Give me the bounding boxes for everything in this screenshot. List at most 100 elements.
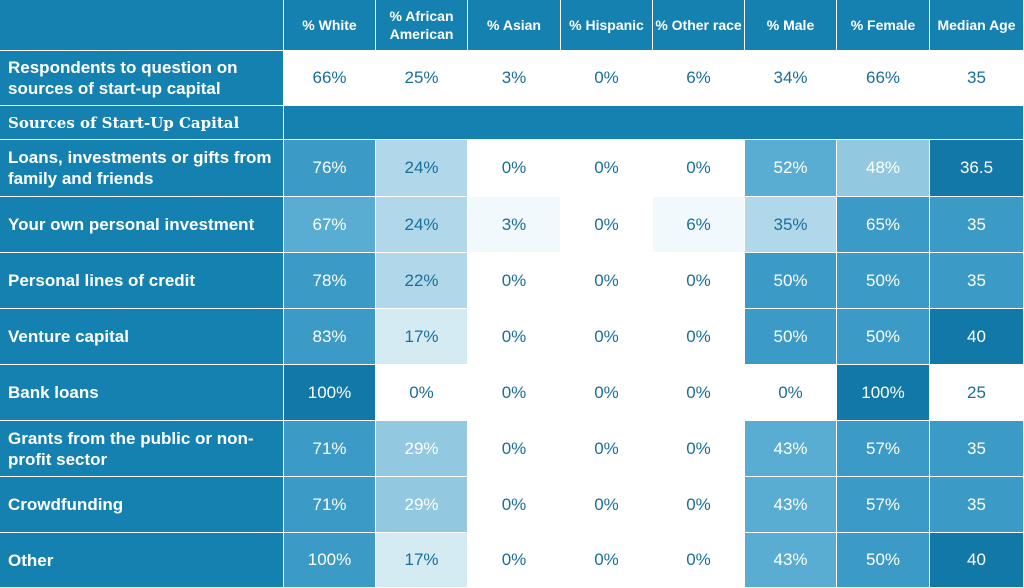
data-cell: 52%	[745, 140, 837, 197]
table-row: Other 100% 17% 0% 0% 0% 43% 50% 40	[0, 533, 1024, 588]
data-cell: 35	[930, 421, 1024, 477]
data-cell: 29%	[376, 421, 468, 477]
data-cell: 50%	[837, 533, 930, 588]
data-cell: 24%	[376, 140, 468, 197]
respondents-value: 3%	[468, 51, 561, 106]
data-cell: 50%	[837, 309, 930, 365]
data-cell: 0%	[561, 365, 653, 421]
data-cell: 71%	[284, 477, 376, 533]
data-cell: 0%	[468, 421, 561, 477]
column-header: Median Age	[930, 0, 1024, 51]
table-row: Crowdfunding 71% 29% 0% 0% 0% 43% 57% 35	[0, 477, 1024, 533]
data-cell: 0%	[653, 533, 745, 588]
column-header: % Asian	[468, 0, 561, 51]
row-label: Venture capital	[0, 309, 284, 365]
header-row: % White% African American% Asian% Hispan…	[0, 0, 1024, 51]
data-cell: 0%	[561, 253, 653, 309]
respondents-value: 66%	[284, 51, 376, 106]
data-cell: 3%	[468, 197, 561, 253]
table-row: Loans, investments or gifts from family …	[0, 140, 1024, 197]
data-cell: 50%	[837, 253, 930, 309]
data-cell: 43%	[745, 477, 837, 533]
data-cell: 24%	[376, 197, 468, 253]
respondents-row: Respondents to question on sources of st…	[0, 51, 1024, 106]
data-cell: 0%	[653, 421, 745, 477]
data-cell: 43%	[745, 421, 837, 477]
data-cell: 0%	[561, 309, 653, 365]
data-cell: 57%	[837, 421, 930, 477]
data-cell: 100%	[284, 365, 376, 421]
data-cell: 71%	[284, 421, 376, 477]
data-cell: 0%	[561, 140, 653, 197]
table-row: Personal lines of credit 78% 22% 0% 0% 0% 50% 5…	[0, 253, 1024, 309]
data-cell: 40	[930, 533, 1024, 588]
column-header: % Male	[745, 0, 837, 51]
data-cell: 0%	[561, 477, 653, 533]
data-cell: 48%	[837, 140, 930, 197]
data-cell: 35	[930, 477, 1024, 533]
respondents-value: 34%	[745, 51, 837, 106]
data-cell: 22%	[376, 253, 468, 309]
data-cell: 0%	[376, 365, 468, 421]
table-row: Your own personal investment 67% 24% 3% 0% 6%…	[0, 197, 1024, 253]
data-cell: 29%	[376, 477, 468, 533]
data-cell: 25	[930, 365, 1024, 421]
data-cell: 36.5	[930, 140, 1024, 197]
row-label: Loans, investments or gifts from family …	[0, 140, 284, 197]
column-header: % Hispanic	[561, 0, 653, 51]
data-cell: 43%	[745, 533, 837, 588]
respondents-label: Respondents to question on sources of st…	[0, 51, 284, 106]
table-row: Bank loans 100% 0% 0% 0% 0% 0% 100% 25	[0, 365, 1024, 421]
data-cell: 65%	[837, 197, 930, 253]
data-cell: 0%	[468, 253, 561, 309]
data-cell: 35	[930, 253, 1024, 309]
column-header: % White	[284, 0, 376, 51]
table-row: Venture capital 83% 17% 0% 0% 0% 50% 50% 40	[0, 309, 1024, 365]
data-cell: 50%	[745, 253, 837, 309]
data-cell: 40	[930, 309, 1024, 365]
data-cell: 17%	[376, 309, 468, 365]
respondents-value: 35	[930, 51, 1024, 106]
data-cell: 76%	[284, 140, 376, 197]
row-label: Other	[0, 533, 284, 588]
data-cell: 0%	[653, 477, 745, 533]
data-cell: 0%	[653, 253, 745, 309]
data-cell: 35	[930, 197, 1024, 253]
data-cell: 0%	[468, 365, 561, 421]
data-cell: 0%	[653, 365, 745, 421]
data-cell: 0%	[561, 197, 653, 253]
column-header: % Other race	[653, 0, 745, 51]
section-row: Sources of Start-Up Capital	[0, 106, 1024, 140]
data-cell: 78%	[284, 253, 376, 309]
respondents-value: 66%	[837, 51, 930, 106]
data-cell: 0%	[745, 365, 837, 421]
data-cell: 0%	[561, 421, 653, 477]
data-cell: 6%	[653, 197, 745, 253]
row-label: Personal lines of credit	[0, 253, 284, 309]
column-header: % Female	[837, 0, 930, 51]
data-cell: 35%	[745, 197, 837, 253]
data-cell: 57%	[837, 477, 930, 533]
row-label: Grants from the public or non-profit sec…	[0, 421, 284, 477]
respondents-value: 0%	[561, 51, 653, 106]
respondents-value: 6%	[653, 51, 745, 106]
data-cell: 83%	[284, 309, 376, 365]
data-cell: 17%	[376, 533, 468, 588]
data-cell: 0%	[468, 533, 561, 588]
row-label: Bank loans	[0, 365, 284, 421]
section-title: Sources of Start-Up Capital	[0, 106, 284, 140]
data-cell: 0%	[468, 309, 561, 365]
row-label: Crowdfunding	[0, 477, 284, 533]
header-corner-cell	[0, 0, 284, 51]
data-cell: 0%	[561, 533, 653, 588]
column-header: % African American	[376, 0, 468, 51]
data-cell: 100%	[284, 533, 376, 588]
data-cell: 50%	[745, 309, 837, 365]
data-cell: 0%	[653, 140, 745, 197]
data-cell: 100%	[837, 365, 930, 421]
respondents-value: 25%	[376, 51, 468, 106]
data-cell: 0%	[468, 140, 561, 197]
table-row: Grants from the public or non-profit sec…	[0, 421, 1024, 477]
data-cell: 0%	[653, 309, 745, 365]
data-cell: 0%	[468, 477, 561, 533]
